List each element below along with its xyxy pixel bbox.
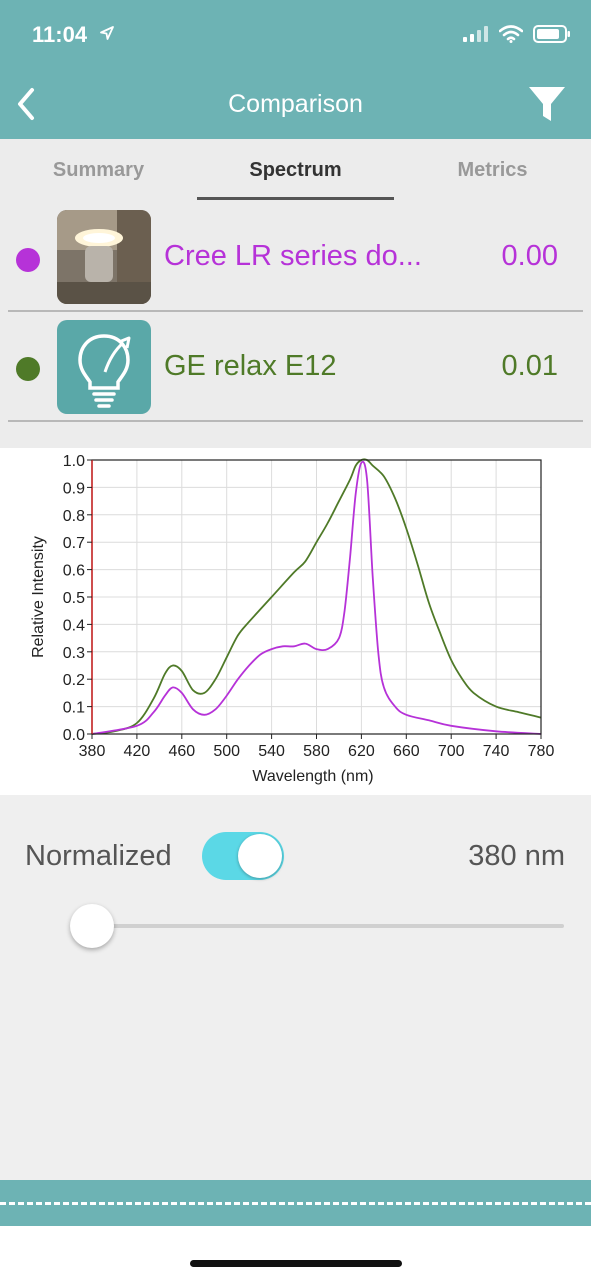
wavelength-slider-track[interactable] xyxy=(92,924,564,928)
status-indicators xyxy=(463,25,571,43)
wavelength-readout: 380 nm xyxy=(468,840,565,872)
battery-icon xyxy=(533,25,570,43)
lightbulb-icon xyxy=(57,320,151,414)
home-area xyxy=(0,1226,591,1280)
normalized-toggle[interactable] xyxy=(202,832,284,880)
controls-panel: Normalized 380 nm xyxy=(0,795,591,1180)
y-tick-label: 0.7 xyxy=(63,535,85,552)
lamp-name: GE relax E12 xyxy=(164,350,337,382)
tab-spectrum[interactable]: Spectrum xyxy=(249,159,342,181)
x-tick-label: 540 xyxy=(258,743,285,760)
series-color-dot xyxy=(16,248,40,272)
x-tick-label: 380 xyxy=(79,743,106,760)
y-tick-label: 1.0 xyxy=(63,453,85,470)
lamp-value: 0.01 xyxy=(501,350,558,382)
row-divider xyxy=(8,310,583,312)
y-tick-label: 0.5 xyxy=(63,590,85,607)
page-title: Comparison xyxy=(228,90,363,118)
footer-dashed-line xyxy=(0,1202,591,1205)
x-tick-label: 460 xyxy=(168,743,195,760)
home-indicator[interactable] xyxy=(190,1260,402,1267)
lamp-value: 0.00 xyxy=(501,240,558,272)
wifi-icon xyxy=(499,25,523,43)
location-arrow-icon xyxy=(100,26,114,40)
x-tick-label: 660 xyxy=(393,743,420,760)
y-tick-label: 0.0 xyxy=(63,727,85,744)
signal-icon xyxy=(463,26,488,42)
x-tick-label: 500 xyxy=(213,743,240,760)
series-line xyxy=(91,460,542,735)
x-tick-label: 740 xyxy=(483,743,510,760)
x-tick-label: 420 xyxy=(124,743,151,760)
series-color-dot xyxy=(16,357,40,381)
spectrum-chart-panel: 380 420 460 500 540 580 620 660 700 740 780 0.0 0.1 0… xyxy=(0,448,591,795)
active-tab-indicator xyxy=(197,197,394,200)
lamp-row-ge[interactable]: GE relax E12 0.01 xyxy=(0,313,591,423)
lamp-name: Cree LR series do... xyxy=(164,240,422,272)
back-button[interactable] xyxy=(10,84,46,124)
y-tick-label: 0.4 xyxy=(63,617,85,634)
lamp-photo-thumbnail xyxy=(57,210,151,304)
y-tick-label: 0.6 xyxy=(63,563,85,580)
row-divider xyxy=(8,420,583,422)
normalized-label: Normalized xyxy=(25,840,172,872)
x-tick-label: 580 xyxy=(303,743,330,760)
y-axis-label: Relative Intensity xyxy=(30,536,47,658)
toggle-knob xyxy=(238,834,282,878)
footer-bar xyxy=(0,1180,591,1226)
tab-summary[interactable]: Summary xyxy=(52,159,145,181)
spectrum-chart: 380 420 460 500 540 580 620 660 700 740 780 0.0 0.1 0… xyxy=(30,453,555,785)
status-time: 11:04 xyxy=(32,22,88,47)
wavelength-slider-handle[interactable] xyxy=(70,904,114,948)
y-tick-label: 0.2 xyxy=(63,672,85,689)
header-bar: 11:04 Comparison xyxy=(0,0,591,139)
y-tick-label: 0.8 xyxy=(63,508,85,525)
x-tick-label: 620 xyxy=(348,743,375,760)
x-tick-label: 700 xyxy=(438,743,465,760)
filter-icon[interactable] xyxy=(527,84,567,124)
y-tick-label: 0.1 xyxy=(63,700,85,717)
x-tick-label: 780 xyxy=(528,743,555,760)
y-tick-label: 0.9 xyxy=(63,480,85,497)
series-line xyxy=(91,458,542,735)
x-axis-label: Wavelength (nm) xyxy=(252,768,373,785)
lamp-row-cree[interactable]: Cree LR series do... 0.00 xyxy=(0,203,591,313)
y-tick-label: 0.3 xyxy=(63,645,85,662)
tab-bar: Summary Spectrum Metrics xyxy=(0,139,591,201)
tab-metrics[interactable]: Metrics xyxy=(457,159,528,181)
